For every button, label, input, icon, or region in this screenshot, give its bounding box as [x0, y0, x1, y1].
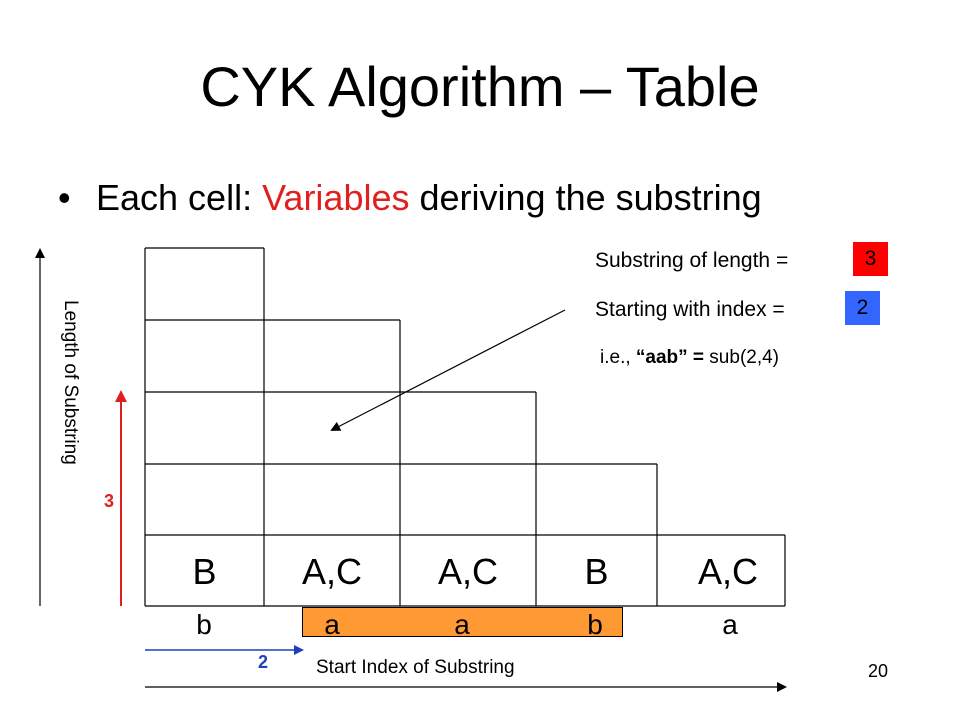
index-annotation: Starting with index = [595, 298, 785, 321]
length-marker: 3 [104, 491, 115, 511]
table-grid [144, 247, 786, 607]
length-value-box: 3 [853, 242, 888, 276]
input-char-4: b [587, 609, 603, 640]
y-axis-label: Length of Substring [60, 300, 81, 465]
bullet-prefix: Each cell: [96, 177, 263, 218]
x-axis-label: Start Index of Substring [316, 657, 515, 678]
length-annotation: Substring of length = [595, 249, 789, 272]
ie-prefix: i.e., [600, 347, 636, 368]
table-cell-1-1: B [192, 551, 217, 592]
page-number: 20 [868, 661, 889, 681]
input-char-3: a [454, 609, 470, 640]
input-char-1: b [196, 609, 212, 640]
index-value-box: 2 [845, 291, 880, 325]
bullet-point: • Each cell: Variables deriving the subst… [58, 176, 762, 220]
substring-highlight [302, 607, 623, 637]
bullet-suffix: deriving the substring [409, 177, 762, 218]
table-cell-1-3: A,C [437, 551, 498, 592]
table-cell-1-4: B [584, 551, 609, 592]
slide-title: CYK Algorithm – Table [200, 55, 760, 118]
index-marker: 2 [258, 652, 269, 672]
bullet-highlight: Variables [262, 177, 410, 218]
bullet-icon: • [58, 177, 71, 218]
length-value: 3 [864, 247, 877, 270]
ie-quote: “aab” = [635, 347, 705, 368]
table-cell-1-2: A,C [301, 551, 362, 592]
ie-suffix: sub(2,4) [704, 347, 780, 368]
input-char-2: a [324, 609, 340, 640]
input-char-5: a [722, 609, 738, 640]
index-value: 2 [856, 296, 869, 319]
table-cell-1-5: A,C [697, 551, 758, 592]
ie-annotation: i.e., “aab” = sub(2,4) [600, 346, 779, 370]
cell-pointer-arrow [330, 309, 566, 431]
